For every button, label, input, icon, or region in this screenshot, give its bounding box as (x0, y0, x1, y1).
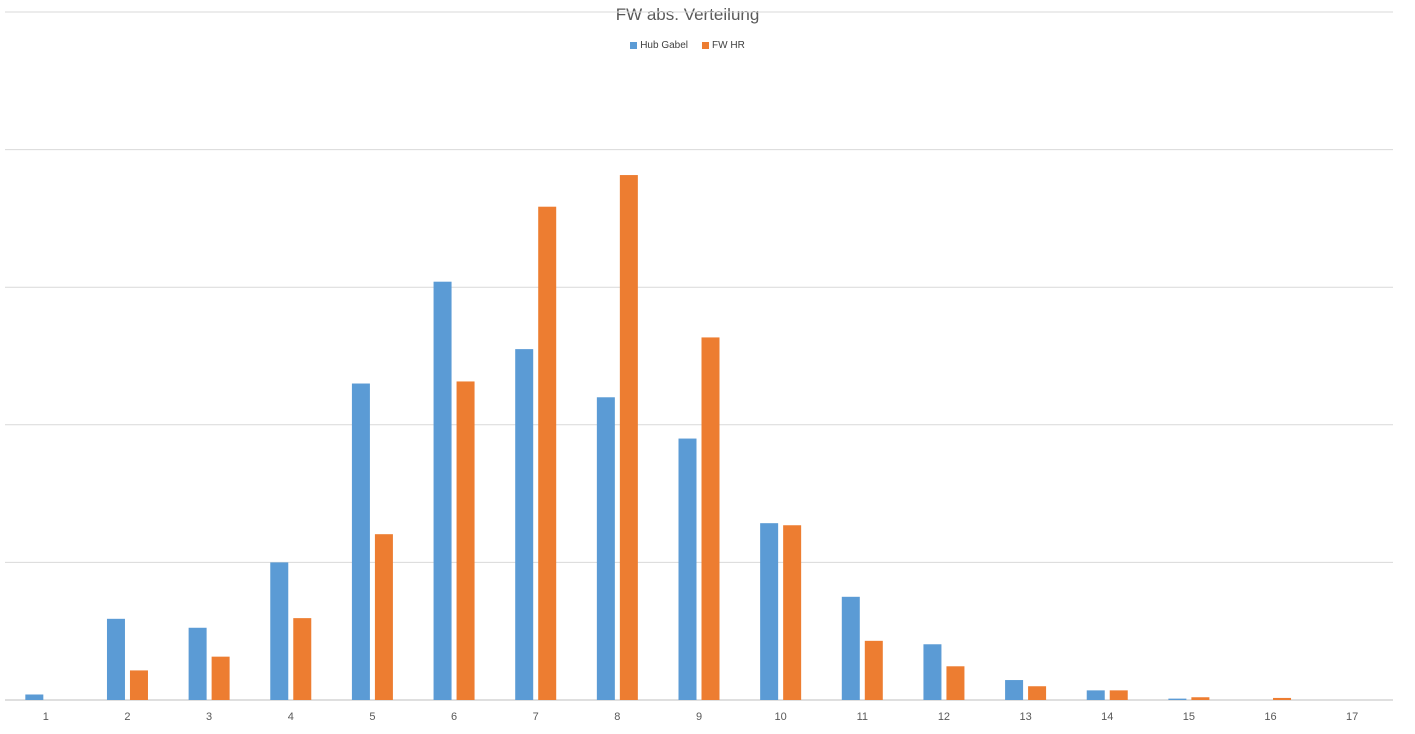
bar-series-2-cat-2 (129, 670, 148, 700)
bar-series-2-cat-15 (1191, 697, 1210, 700)
bar-series-1-cat-14 (1086, 690, 1105, 700)
legend-swatch (702, 42, 710, 49)
bar-series-1-cat-2 (106, 618, 125, 700)
bar-series-1-cat-11 (841, 596, 860, 700)
x-tick-label: 15 (1183, 711, 1195, 723)
bar-series-2-cat-3 (211, 656, 230, 700)
bar-series-1-cat-4 (270, 562, 289, 700)
x-tick-label: 16 (1264, 711, 1276, 723)
bar-series-2-cat-16 (1273, 697, 1292, 700)
x-tick-label: 6 (451, 711, 457, 723)
bar-series-1-cat-8 (596, 397, 615, 700)
bar-series-1-cat-1 (25, 694, 44, 700)
x-tick-label: 4 (288, 711, 294, 723)
x-tick-label: 13 (1019, 711, 1031, 723)
bar-series-1-cat-5 (351, 383, 370, 700)
legend-label: Hub Gabel (640, 40, 689, 51)
chart-title: FW abs. Verteilung (615, 5, 760, 24)
x-tick-label: 10 (775, 711, 787, 723)
bar-series-1-cat-7 (515, 349, 534, 700)
x-tick-label: 14 (1101, 711, 1113, 723)
bar-series-2-cat-14 (1109, 690, 1128, 700)
bar-series-2-cat-5 (374, 534, 393, 700)
x-tick-label: 3 (206, 711, 212, 723)
bar-series-2-cat-4 (293, 618, 312, 700)
legend-swatch (630, 42, 638, 49)
bar-series-1-cat-6 (433, 281, 452, 700)
bar-series-2-cat-10 (783, 525, 802, 700)
bar-series-1-cat-13 (1005, 680, 1024, 700)
x-tick-label: 12 (938, 711, 950, 723)
bar-series-2-cat-6 (456, 381, 475, 700)
bar-series-2-cat-9 (701, 337, 720, 700)
bar-series-2-cat-7 (538, 206, 557, 701)
x-tick-label: 17 (1346, 711, 1358, 723)
bar-series-1-cat-9 (678, 438, 697, 700)
x-tick-label: 8 (614, 711, 620, 723)
legend-item-series-2: FW HR (702, 40, 745, 51)
x-tick-label: 7 (533, 711, 539, 723)
bar-series-2-cat-12 (946, 666, 965, 700)
bar-series-2-cat-13 (1028, 686, 1047, 700)
x-tick-label: 2 (124, 711, 130, 723)
bar-series-1-cat-12 (923, 644, 942, 700)
bar-series-1-cat-15 (1168, 698, 1187, 700)
bar-series-2-cat-8 (619, 175, 638, 700)
legend: Hub Gabel FW HR (0, 40, 1375, 51)
bar-series-2-cat-11 (864, 640, 883, 700)
bar-series-1-cat-10 (760, 523, 779, 700)
legend-item-series-1: Hub Gabel (630, 40, 688, 51)
legend-label: FW HR (712, 40, 745, 51)
x-tick-label: 5 (369, 711, 375, 723)
x-tick-label: 11 (857, 711, 868, 723)
bar-series-1-cat-3 (188, 627, 207, 700)
x-tick-label: 9 (696, 711, 702, 723)
x-tick-label: 1 (43, 711, 49, 723)
